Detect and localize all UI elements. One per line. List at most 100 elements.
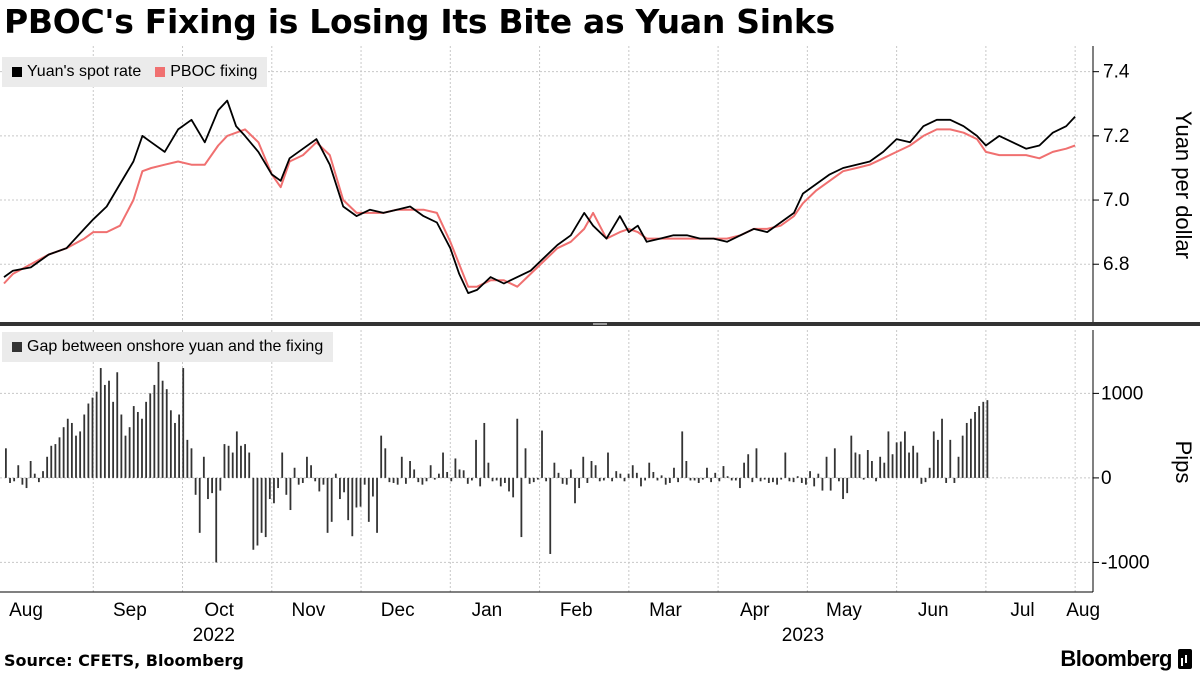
gap-bar bbox=[367, 477, 370, 522]
gap-bar bbox=[116, 372, 119, 478]
gap-swatch bbox=[12, 342, 22, 352]
gap-bar bbox=[178, 414, 181, 478]
gap-bar bbox=[244, 444, 246, 478]
gap-bar bbox=[235, 431, 238, 478]
gap-bars bbox=[5, 361, 989, 563]
gap-bar bbox=[409, 461, 411, 478]
x-tick-label: Mar bbox=[649, 600, 682, 621]
y-axis-title: Pips bbox=[1171, 441, 1196, 484]
series-line-fixing bbox=[3, 128, 1076, 288]
gap-bar bbox=[895, 442, 898, 478]
gap-bar bbox=[491, 477, 494, 482]
gap-bar bbox=[693, 477, 696, 481]
gap-bar bbox=[825, 456, 828, 478]
gap-bar bbox=[887, 431, 890, 478]
gap-bar bbox=[149, 393, 152, 478]
y-axis-title: Yuan per dollar bbox=[1171, 111, 1196, 259]
gap-bar bbox=[586, 477, 589, 483]
gap-bar bbox=[314, 477, 317, 482]
gap-bar bbox=[673, 467, 675, 478]
gap-bar bbox=[376, 477, 378, 533]
gap-bar bbox=[805, 477, 807, 485]
gap-bar bbox=[611, 477, 614, 482]
x-tick-label: Dec bbox=[381, 600, 415, 621]
year-label: 2023 bbox=[782, 625, 824, 646]
x-tick-label: Feb bbox=[560, 600, 593, 621]
gap-bar bbox=[186, 439, 189, 478]
gap-bar bbox=[838, 477, 840, 482]
gap-bar bbox=[524, 448, 527, 478]
gap-bar bbox=[54, 444, 57, 478]
gap-bar bbox=[961, 435, 964, 478]
gap-bar bbox=[108, 380, 110, 478]
gap-bar bbox=[978, 406, 981, 478]
gap-bar bbox=[879, 456, 882, 478]
gap-bar bbox=[301, 477, 304, 483]
gap-bar bbox=[458, 469, 461, 478]
bloomberg-logo: Bloomberg bbox=[1060, 646, 1192, 672]
gap-bar bbox=[405, 477, 407, 484]
gap-bar bbox=[557, 472, 560, 478]
gap-bar bbox=[87, 403, 90, 478]
gap-bar bbox=[169, 410, 172, 478]
gap-bar bbox=[846, 477, 849, 494]
gap-bar bbox=[594, 465, 597, 478]
gap-bar bbox=[388, 477, 391, 483]
gap-bar bbox=[784, 452, 787, 478]
gap-bar bbox=[541, 430, 543, 478]
gap-bar bbox=[223, 444, 226, 478]
gap-bar bbox=[829, 477, 832, 491]
gap-bar bbox=[664, 477, 667, 485]
gap-bar bbox=[58, 437, 61, 478]
gap-bar bbox=[190, 448, 193, 478]
x-tick-label: Jun bbox=[918, 600, 949, 621]
gap-bar bbox=[772, 477, 774, 483]
gap-bar bbox=[260, 477, 263, 533]
gap-bar bbox=[598, 477, 601, 482]
x-tick-label: Nov bbox=[292, 600, 326, 621]
gap-bar bbox=[681, 431, 684, 478]
gap-bar bbox=[561, 477, 564, 484]
gap-bar bbox=[908, 452, 910, 478]
gap-bar bbox=[602, 477, 605, 481]
gap-bar bbox=[615, 471, 618, 478]
gap-bar bbox=[503, 477, 506, 483]
gap-bar bbox=[25, 477, 28, 489]
gap-bar bbox=[363, 477, 366, 485]
gap-bar bbox=[743, 462, 745, 478]
gap-bar bbox=[165, 389, 168, 478]
gap-bar bbox=[792, 477, 795, 483]
gap-bar bbox=[339, 477, 341, 500]
gap-bar bbox=[574, 477, 576, 504]
gap-bar bbox=[211, 477, 213, 494]
gap-bar bbox=[62, 427, 65, 478]
gap-bar bbox=[326, 477, 329, 533]
gap-bar bbox=[969, 418, 972, 478]
gap-bar bbox=[945, 477, 948, 483]
gap-bar bbox=[734, 477, 737, 481]
gap-bar bbox=[50, 445, 53, 478]
gap-bar bbox=[174, 422, 176, 478]
legend-label-spot: Yuan's spot rate bbox=[27, 63, 142, 80]
gap-bar bbox=[495, 477, 498, 481]
gap-bar bbox=[182, 368, 185, 478]
y-tick-label: 6.8 bbox=[1103, 254, 1129, 275]
gap-bar bbox=[499, 477, 502, 487]
tick-labels: 6.8 7.0 7.2 7.4 -1000 0 1000 Yuan per dollar Pip… bbox=[9, 62, 1196, 646]
gap-bar bbox=[334, 473, 337, 478]
x-tick-label: Apr bbox=[740, 600, 770, 621]
gap-bar bbox=[623, 477, 626, 482]
gap-bar bbox=[532, 477, 535, 483]
gap-bar bbox=[726, 476, 729, 478]
top-legend: Yuan's spot rate PBOC fixing bbox=[2, 57, 268, 87]
gap-bar bbox=[372, 477, 374, 497]
gap-bar bbox=[565, 477, 568, 485]
gap-bar bbox=[219, 477, 222, 491]
gap-bar bbox=[136, 411, 139, 478]
gap-bar bbox=[862, 477, 865, 480]
gap-bar bbox=[582, 456, 585, 478]
bottom-panel-grid bbox=[0, 330, 1093, 592]
gap-bar bbox=[120, 414, 123, 478]
gap-bar bbox=[487, 462, 490, 478]
gap-bar bbox=[508, 477, 510, 492]
